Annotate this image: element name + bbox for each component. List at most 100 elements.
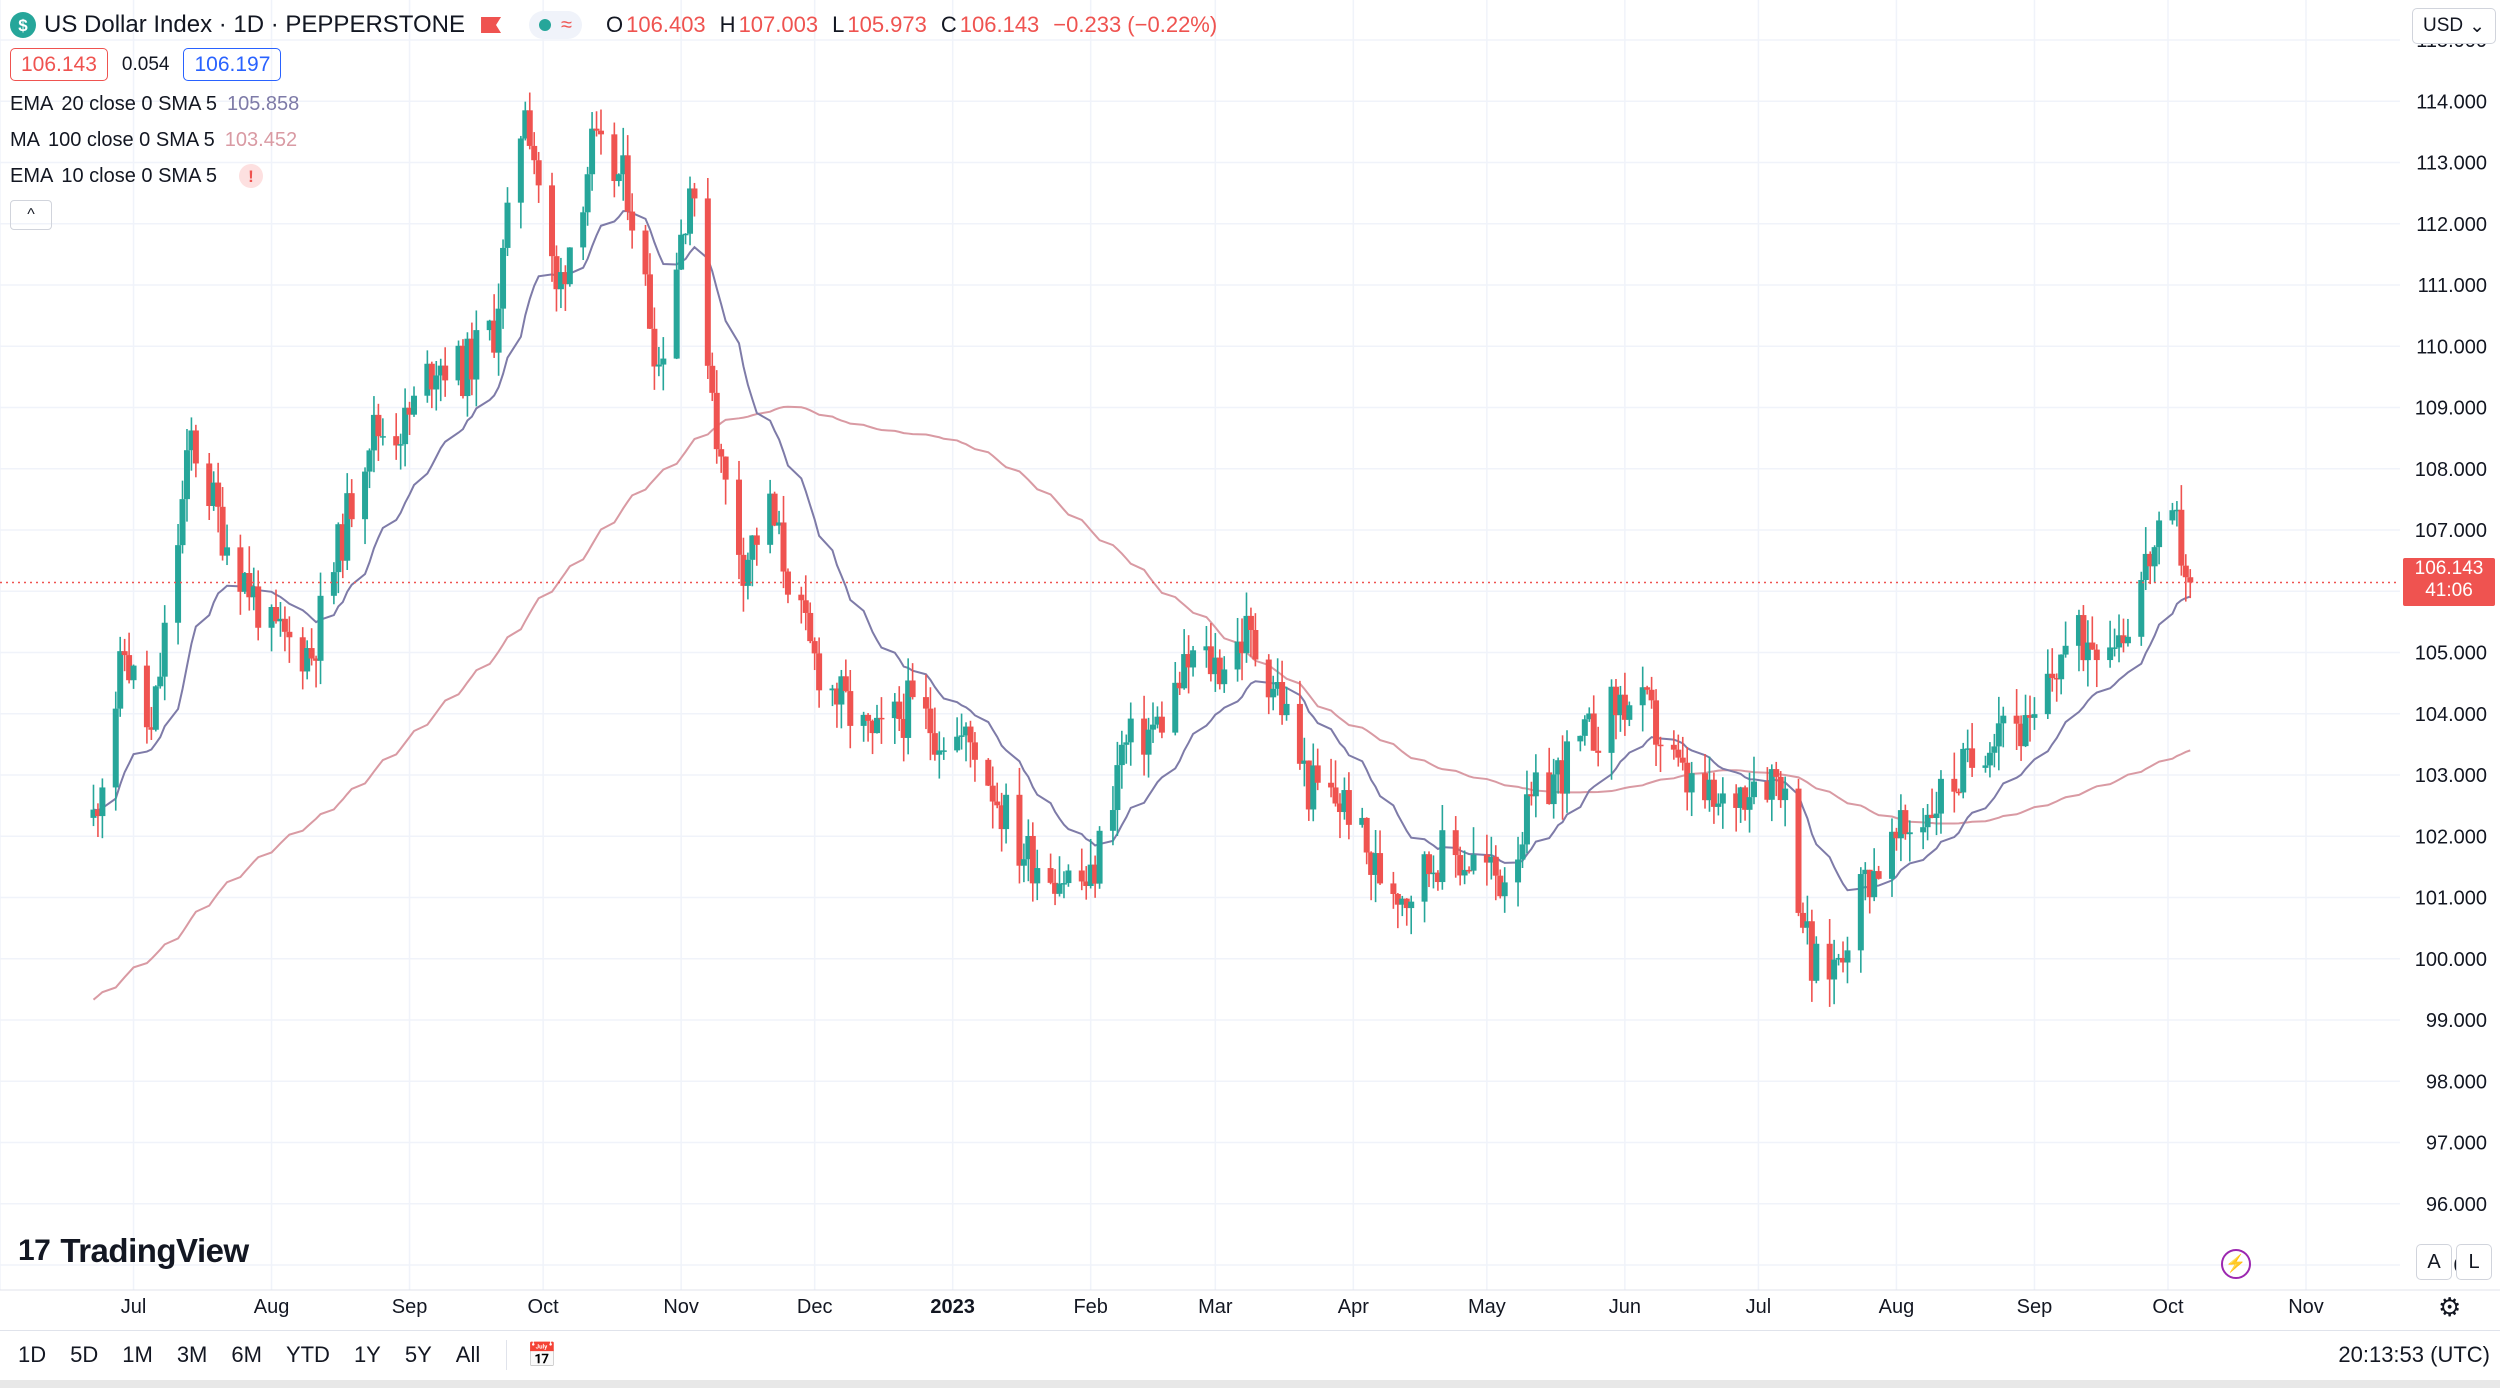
indicator-ma100[interactable]: MA 100 close 0 SMA 5 103.452 bbox=[10, 122, 1217, 158]
candle-up bbox=[397, 433, 404, 470]
candle-up bbox=[1359, 807, 1366, 828]
candle-body bbox=[807, 612, 814, 642]
candle-up bbox=[958, 713, 965, 750]
candle-up bbox=[1243, 592, 1250, 663]
candle-down bbox=[994, 782, 1001, 809]
candle-up bbox=[2142, 527, 2149, 591]
range-button-1m[interactable]: 1M bbox=[122, 1342, 153, 1367]
candle-up bbox=[580, 206, 587, 261]
candle-up bbox=[495, 283, 502, 376]
candle-body bbox=[1951, 778, 1958, 792]
candle-up bbox=[687, 176, 694, 246]
candle-body bbox=[2142, 553, 2149, 580]
currency-select[interactable]: USD ⌄ bbox=[2412, 8, 2496, 44]
candle-down bbox=[2120, 618, 2127, 653]
calendar-icon[interactable]: 📅 bbox=[527, 1341, 558, 1369]
candle-up bbox=[1430, 855, 1437, 889]
candle-body bbox=[931, 733, 938, 755]
candle-body bbox=[1995, 723, 2002, 747]
price-axis[interactable]: 115.000114.000113.000112.000111.000110.0… bbox=[2415, 30, 2487, 1277]
candle-body bbox=[967, 726, 974, 743]
candle-body bbox=[339, 524, 346, 561]
range-button-all[interactable]: All bbox=[455, 1342, 481, 1367]
candle-body bbox=[1670, 744, 1677, 750]
candle-down bbox=[1403, 898, 1410, 926]
candle-body bbox=[896, 701, 903, 719]
candle-body bbox=[1065, 870, 1072, 884]
range-button-1d[interactable]: 1D bbox=[18, 1342, 47, 1367]
candle-up bbox=[335, 522, 342, 594]
candle-body bbox=[246, 573, 253, 598]
candle-down bbox=[121, 638, 128, 672]
candle-body bbox=[455, 345, 462, 381]
candle-body bbox=[811, 641, 818, 654]
candle-down bbox=[998, 792, 1005, 852]
candle-up bbox=[838, 669, 845, 729]
auto-scale-button[interactable]: A bbox=[2416, 1244, 2452, 1280]
candle-up bbox=[1906, 820, 1913, 862]
candle-body bbox=[1150, 724, 1156, 730]
range-button-1y[interactable]: 1Y bbox=[353, 1342, 381, 1367]
tradingview-logo-icon: 17 bbox=[18, 1234, 51, 1267]
candle-up bbox=[1523, 770, 1530, 854]
candle-body bbox=[549, 185, 556, 257]
candle-body bbox=[219, 506, 226, 556]
candle-up bbox=[1995, 696, 2002, 771]
candle-body bbox=[1399, 898, 1406, 905]
range-button-ytd[interactable]: YTD bbox=[285, 1342, 330, 1367]
ask-box[interactable]: 106.197 bbox=[183, 47, 282, 81]
candle-body bbox=[442, 365, 449, 381]
warning-icon[interactable]: ! bbox=[239, 164, 263, 188]
candle-body bbox=[1528, 794, 1535, 797]
collapse-legend-button[interactable]: ^ bbox=[10, 200, 52, 230]
log-scale-button[interactable]: L bbox=[2456, 1244, 2492, 1280]
candle-up bbox=[1461, 850, 1468, 885]
flag-icon[interactable] bbox=[481, 17, 502, 33]
range-button-6m[interactable]: 6M bbox=[231, 1342, 262, 1367]
candle-down bbox=[1866, 869, 1873, 914]
candle-body bbox=[776, 522, 783, 526]
indicator-ema20[interactable]: EMA 20 close 0 SMA 5 105.858 bbox=[10, 86, 1217, 122]
indicator-ema10[interactable]: EMA 10 close 0 SMA 5 ! bbox=[10, 158, 1217, 194]
ohlc-close-key: C bbox=[940, 12, 957, 37]
candle-up bbox=[161, 605, 168, 701]
bid-box[interactable]: 106.143 bbox=[10, 47, 108, 81]
candle-body bbox=[237, 547, 244, 592]
utc-clock[interactable]: 20:13:53 (UTC) bbox=[2338, 1342, 2490, 1367]
candle-down bbox=[2187, 569, 2194, 599]
candle-body bbox=[2151, 547, 2158, 567]
candle-body bbox=[366, 450, 373, 472]
time-tick-label: Feb bbox=[1073, 1296, 1107, 1318]
candle-up bbox=[1065, 864, 1072, 887]
candle-up bbox=[1608, 679, 1615, 780]
range-button-5d[interactable]: 5D bbox=[70, 1342, 99, 1367]
gear-icon[interactable]: ⚙ bbox=[2438, 1292, 2462, 1322]
range-button-3m[interactable]: 3M bbox=[176, 1342, 208, 1367]
candle-body bbox=[1127, 718, 1134, 743]
candle-body bbox=[1929, 814, 1936, 818]
candle-up bbox=[1960, 742, 1967, 799]
market-status-pill[interactable]: ≈ bbox=[529, 11, 583, 39]
ohlc-low-value: 105.973 bbox=[847, 12, 927, 37]
candle-down bbox=[1332, 760, 1339, 807]
candle-body bbox=[2062, 645, 2069, 655]
time-tick-label: Oct bbox=[528, 1296, 560, 1318]
candle-body bbox=[2187, 577, 2194, 583]
candle-down bbox=[1893, 827, 1900, 851]
time-axis[interactable]: 6JulAugSepOctNovDec2023FebMarAprMayJunJu… bbox=[0, 1296, 2324, 1318]
range-button-5y[interactable]: 5Y bbox=[404, 1342, 432, 1367]
candle-body bbox=[2080, 615, 2087, 661]
ma100-path bbox=[92, 405, 2191, 1001]
symbol-title[interactable]: US Dollar Index · 1D · PEPPERSTONE bbox=[44, 11, 466, 38]
candle-body bbox=[130, 665, 137, 681]
candle-down bbox=[1648, 676, 1655, 709]
candle-body bbox=[842, 676, 849, 692]
price-tick-label: 101.000 bbox=[2415, 888, 2487, 910]
symbol-row: $ US Dollar Index · 1D · PEPPERSTONE ≈ O… bbox=[10, 8, 1217, 42]
bolt-icon[interactable]: ⚡ bbox=[2221, 1249, 2251, 1279]
candle-body bbox=[1608, 686, 1615, 753]
candle-body bbox=[406, 407, 413, 415]
candle-body bbox=[687, 188, 694, 234]
tradingview-logo[interactable]: 17 TradingView bbox=[18, 1232, 249, 1270]
